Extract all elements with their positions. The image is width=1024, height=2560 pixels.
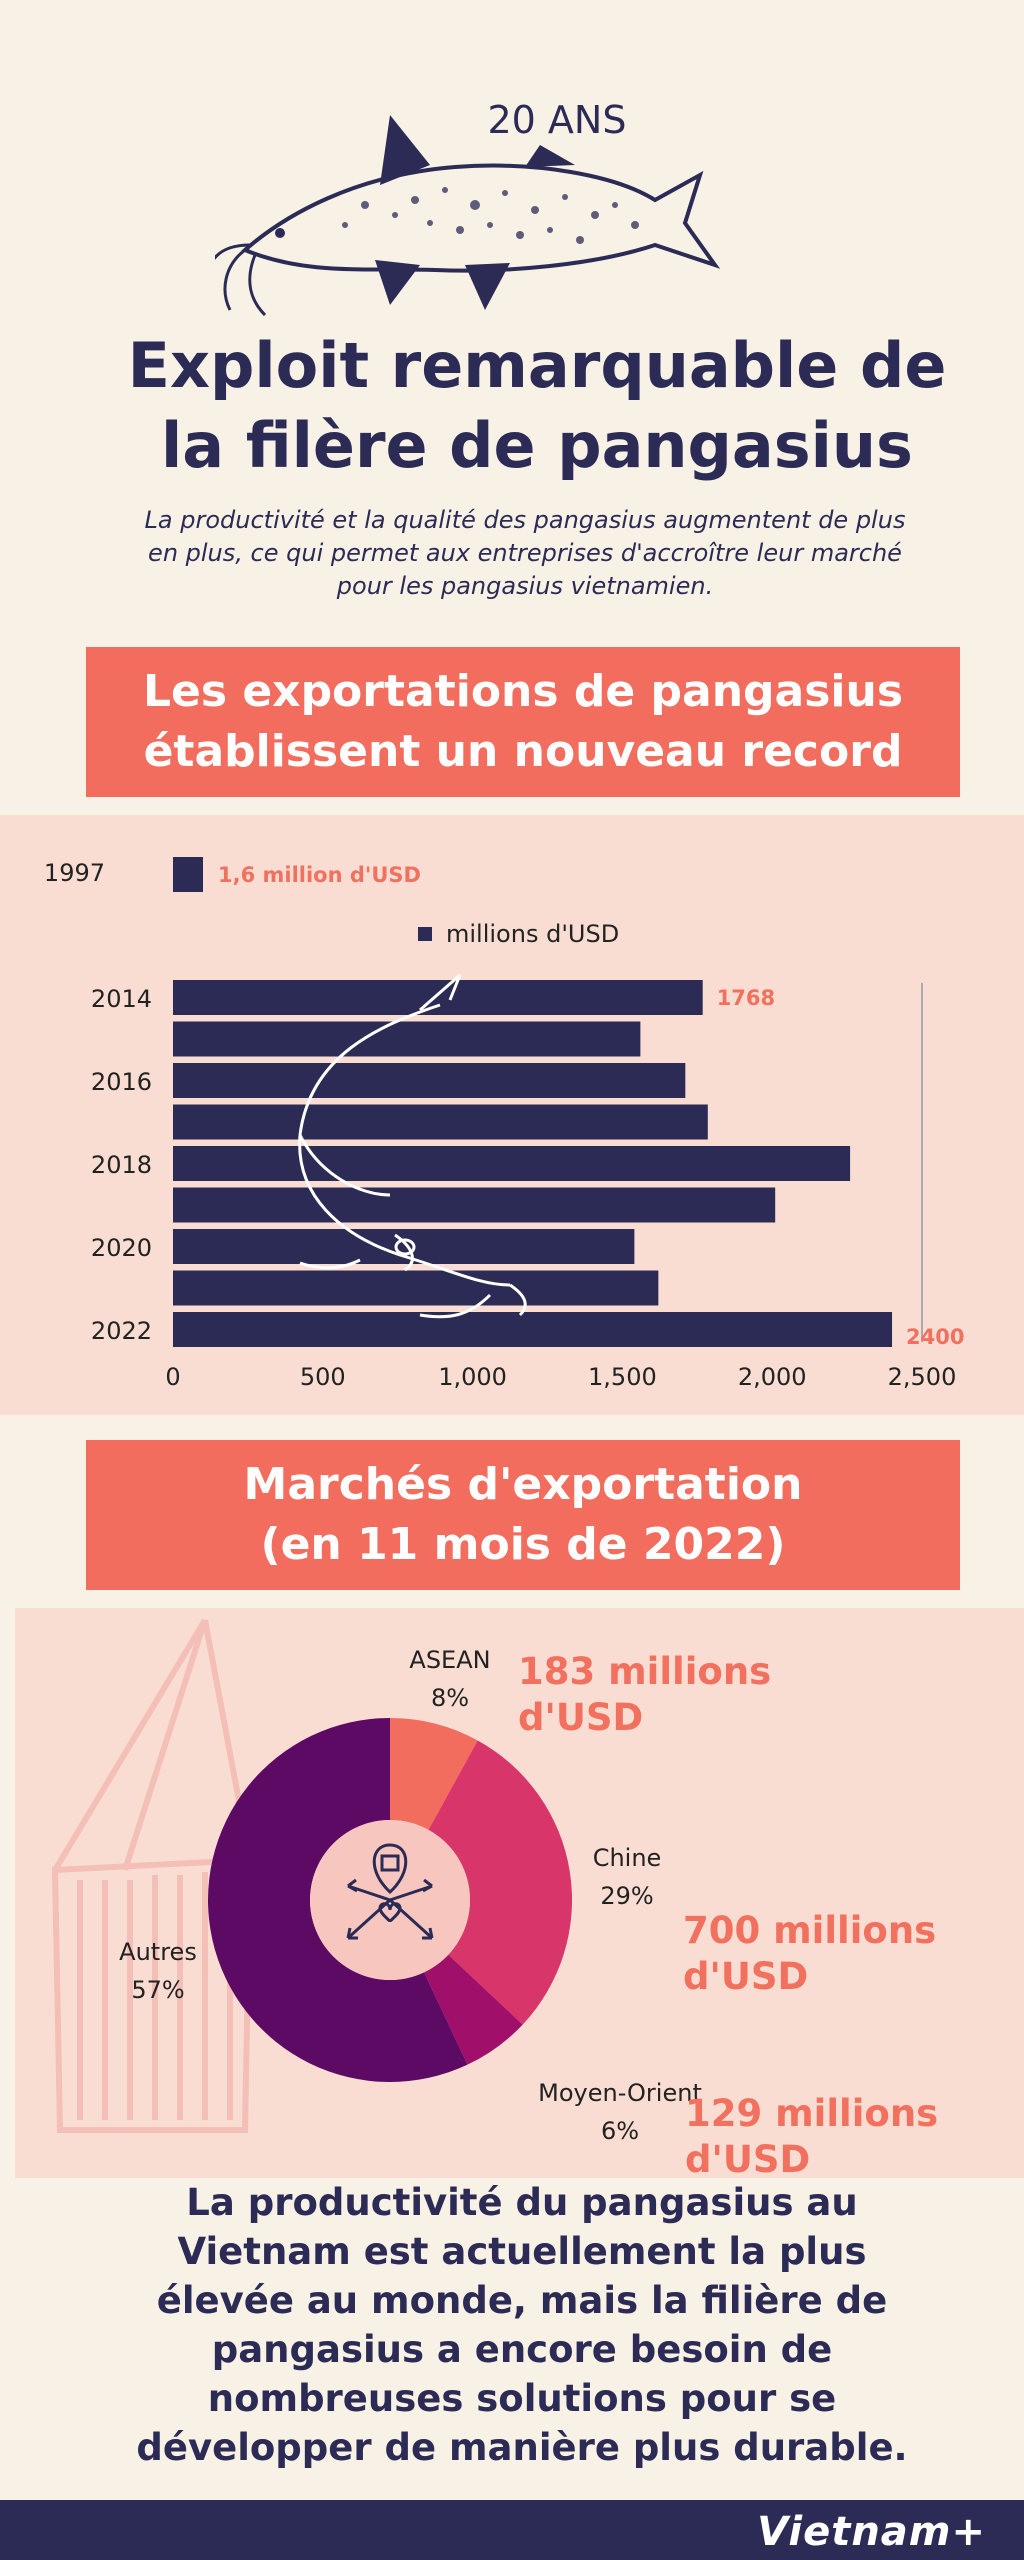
slice-label-chine: Chine (593, 1844, 662, 1872)
inset-data-label: 1,6 million d'USD (218, 863, 421, 887)
amount-annotation: 700 millions (683, 1909, 936, 1952)
slice-asean (390, 1718, 478, 1830)
bar-2021 (173, 1270, 659, 1306)
slice-moyen-orient (424, 1954, 523, 2065)
bar-2018 (173, 1146, 851, 1181)
bar-data-label-2022: 2400 (906, 1325, 964, 1349)
export-markets-donut: ASEAN 8% Chine 29% Moyen-Orient 6% Autres 57% 18… (119, 1646, 938, 2178)
category-tick-label: 2018 (91, 1151, 152, 1179)
x-tick-label: 1,000 (438, 1363, 507, 1391)
inset-category-label: 1997 (44, 859, 105, 887)
bar-2022 (173, 1312, 893, 1347)
title-line-1: Exploit remarquable de (127, 329, 947, 402)
slice-chine (428, 1740, 573, 2025)
slice-label-asean: ASEAN (409, 1646, 490, 1674)
x-tick-label: 1,500 (588, 1363, 657, 1391)
bar-2015 (173, 1021, 641, 1057)
slice-percent-asean: 8% (431, 1684, 469, 1712)
vietnamplus-logo: Vietnam+ (757, 2509, 986, 2555)
slice-autres (207, 1718, 468, 2082)
bar-2014 (173, 980, 703, 1015)
amount-annotation: 183 millions (518, 1650, 771, 1693)
amount-annotation: 129 millions (685, 2092, 938, 2135)
closing-text: La productivité du pangasius au Vietnam … (70, 2178, 974, 2472)
top-label: 20 ANS (487, 98, 627, 142)
bar-data-label-2014: 1768 (717, 986, 775, 1010)
closing-line-5: nombreuses solutions pour se (207, 2377, 837, 2420)
bar-2020 (173, 1229, 635, 1264)
closing-line-3: élevée au monde, mais la filière de (156, 2279, 888, 2322)
category-tick-label: 2022 (91, 1317, 152, 1345)
legend-label: millions d'USD (446, 920, 619, 948)
x-tick-label: 2,500 (888, 1363, 957, 1391)
footer-bar (0, 2500, 1024, 2560)
exports-banner-line-2: établissent un nouveau record (143, 726, 903, 777)
bar-2016 (173, 1063, 686, 1098)
inset-bar (173, 857, 203, 892)
page-title: Exploit remarquable de la filère de pang… (0, 326, 1024, 486)
exports-banner-line-1: Les exportations de pangasius (142, 666, 904, 717)
exports-banner: Les exportations de pangasius établissen… (86, 647, 960, 797)
catfish-overlay-illustration (298, 973, 527, 1319)
amount-annotation: d'USD (518, 1696, 643, 1739)
x-tick-label: 2,000 (738, 1363, 807, 1391)
slice-percent-chine: 29% (600, 1882, 653, 1910)
slice-label-autres: Autres (119, 1938, 197, 1966)
x-tick-label: 0 (165, 1363, 180, 1391)
legend-swatch (418, 927, 432, 941)
catfish-illustration (215, 115, 721, 317)
category-tick-label: 2016 (91, 1068, 152, 1096)
slice-percent-moyen-orient: 6% (601, 2117, 639, 2145)
markets-banner-line-2: (en 11 mois de 2022) (260, 1519, 786, 1570)
bar-2017 (173, 1104, 708, 1140)
category-tick-label: 2020 (91, 1234, 152, 1262)
closing-line-6: développer de manière plus durable. (136, 2426, 908, 2469)
export-arrows-icon (346, 1843, 434, 1940)
closing-line-1: La productivité du pangasius au (186, 2181, 858, 2224)
slice-percent-autres: 57% (131, 1976, 184, 2004)
amount-annotation: d'USD (683, 1955, 808, 1998)
slice-label-moyen-orient: Moyen-Orient (538, 2079, 702, 2107)
export-bar-chart: 1997 1,6 million d'USD millions d'USD 2014 2… (44, 857, 964, 1391)
closing-line-4: pangasius a encore besoin de (211, 2328, 833, 2371)
markets-banner: Marchés d'exportation (en 11 mois de 202… (86, 1440, 960, 1590)
title-line-2: la filère de pangasius (161, 409, 913, 482)
markets-banner-line-1: Marchés d'exportation (243, 1459, 803, 1510)
closing-line-2: Vietnam est actuellement la plus (177, 2230, 867, 2273)
subtitle: La productivité et la qualité des pangas… (144, 506, 906, 600)
bar-2019 (173, 1187, 776, 1223)
x-tick-label: 500 (300, 1363, 346, 1391)
amount-annotation: d'USD (685, 2138, 810, 2178)
category-tick-label: 2014 (91, 985, 152, 1013)
